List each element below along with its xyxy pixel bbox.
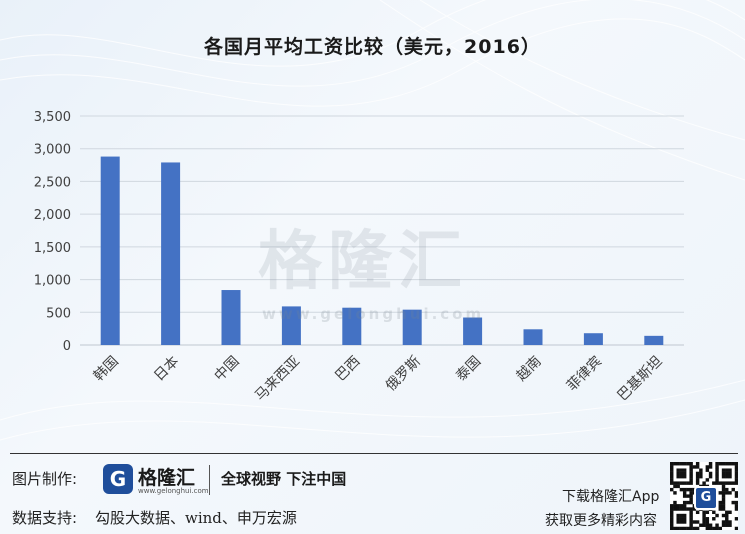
- brand-logo-icon: G: [103, 464, 133, 494]
- bar: [644, 335, 664, 345]
- y-tick-label: 2,500: [34, 175, 71, 190]
- x-axis-labels: 韩国 日本 中国 马来西亚 巴西 俄罗斯 泰国 越南 菲律宾 巴基斯坦: [91, 353, 666, 405]
- bar: [281, 306, 301, 345]
- bar: [342, 307, 362, 345]
- x-tick-label: 巴西: [332, 353, 363, 384]
- y-tick-label: 3,500: [34, 110, 71, 125]
- bar: [402, 309, 422, 345]
- logo-letter: G: [109, 467, 127, 491]
- logo-name: 格隆汇: [138, 467, 196, 489]
- footer: 图片制作: G 格隆汇 www.gelonghui.com 全球视野 下注中国 …: [0, 453, 745, 534]
- y-tick-label: 500: [46, 306, 71, 321]
- y-tick-label: 0: [63, 339, 71, 354]
- grid-lines: [80, 115, 684, 346]
- download-app-text: 下载格隆汇App: [562, 489, 660, 505]
- y-tick-label: 1,000: [34, 274, 71, 289]
- y-axis-ticks: 0 500 1,000 1,500 2,000 2,500 3,000 3,500: [34, 110, 71, 354]
- source-label: 数据支持:: [12, 509, 78, 527]
- x-tick-label: 日本: [151, 353, 182, 384]
- logo-url: www.gelonghui.com: [138, 487, 209, 495]
- y-tick-label: 3,000: [34, 143, 71, 158]
- source-text: 勾股大数据、wind、申万宏源: [95, 509, 297, 527]
- x-tick-label: 马来西亚: [252, 353, 303, 404]
- credit-label: 图片制作:: [12, 470, 78, 488]
- watermark-url: www.gelonghui.com: [262, 305, 485, 323]
- x-tick-label: 泰国: [453, 353, 484, 384]
- bar: [523, 329, 543, 345]
- watermark: 格隆汇: [258, 225, 468, 299]
- bars: [100, 156, 664, 345]
- qr-logo-icon: G: [694, 486, 718, 510]
- x-tick-label: 中国: [212, 353, 243, 384]
- bar: [100, 156, 120, 345]
- x-tick-label: 巴基斯坦: [614, 353, 666, 405]
- logo-divider: [209, 465, 210, 495]
- footer-divider: [10, 453, 738, 454]
- more-content-text: 获取更多精彩内容: [545, 513, 657, 529]
- y-tick-label: 2,000: [34, 208, 71, 223]
- x-tick-label: 越南: [514, 353, 545, 384]
- bar: [463, 317, 483, 345]
- qr-code-icon[interactable]: G: [670, 462, 739, 531]
- slogan: 全球视野 下注中国: [221, 470, 347, 488]
- bar: [221, 290, 241, 345]
- y-tick-label: 1,500: [34, 241, 71, 256]
- x-tick-label: 俄罗斯: [383, 353, 424, 394]
- x-tick-label: 韩国: [91, 353, 122, 384]
- bar: [161, 162, 181, 345]
- chart-title: 各国月平均工资比较（美元，2016）: [204, 36, 541, 58]
- x-tick-label: 菲律宾: [564, 353, 605, 394]
- bar: [583, 333, 603, 345]
